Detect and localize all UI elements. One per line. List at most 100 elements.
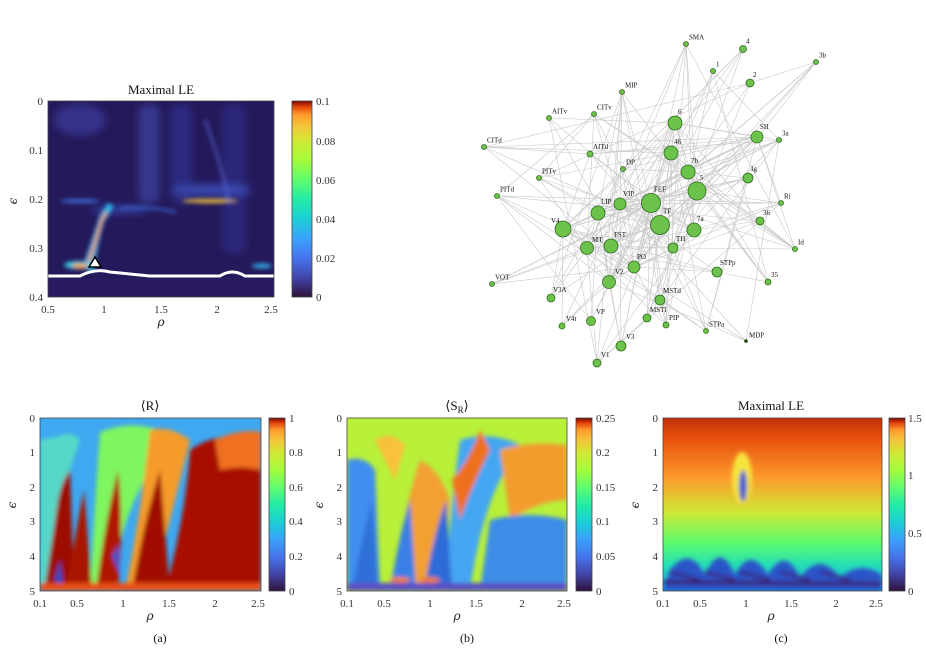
b-xtick: 1: [427, 598, 433, 610]
network-node: [663, 145, 679, 161]
network-edge: [496, 195, 661, 301]
network-edge: [483, 146, 672, 154]
network-edge: [586, 48, 744, 249]
network-node-label: VIP: [623, 190, 634, 198]
c-xtick: 2.5: [869, 598, 883, 610]
b-cbar-tick: 0.15: [596, 482, 616, 494]
b-ytick: 0: [337, 413, 343, 425]
top-ytick: 0.3: [29, 243, 43, 255]
b-xtick: 2.5: [557, 598, 571, 610]
network-edge: [496, 195, 612, 247]
network-edge: [621, 91, 661, 301]
a-ytick: 2: [30, 482, 36, 494]
network-edge: [550, 168, 624, 299]
network-edge: [586, 247, 635, 268]
network-edge: [670, 152, 674, 249]
network-edge: [672, 247, 707, 332]
network-edge: [665, 43, 687, 326]
network-edge: [608, 152, 672, 283]
network-edge: [716, 271, 769, 283]
network-node: [687, 181, 707, 201]
b-cbar-tick: 0.1: [596, 516, 610, 528]
panel-a-title: ⟨R⟩: [141, 398, 160, 413]
network-node-label: 46: [674, 138, 682, 146]
network-node: [711, 266, 723, 278]
network-edge: [561, 228, 564, 327]
top-cbar-tick: 0.04: [316, 214, 336, 226]
network-node-label: MT: [592, 236, 603, 244]
network-edge: [745, 139, 780, 342]
network-node-label: FEF: [654, 186, 666, 194]
network-node: [620, 166, 626, 172]
network-edge: [670, 152, 707, 332]
network-edge: [633, 266, 718, 273]
c-ytick: 0: [653, 413, 659, 425]
b-ytick: 4: [337, 551, 343, 563]
panel-a-yticks: 0 1 2 3 4 5: [30, 413, 36, 598]
network-edge: [589, 136, 758, 155]
b-ytick: 1: [337, 447, 343, 459]
network-edge: [659, 299, 707, 332]
network-edge: [491, 139, 780, 285]
panel-b-xlabel: ρ: [452, 609, 460, 623]
network-node: [667, 242, 679, 254]
network-node: [680, 164, 696, 180]
network-edge: [622, 168, 635, 268]
top-xtick: 1.5: [154, 304, 168, 316]
network-edge: [687, 139, 780, 173]
network-edge: [687, 171, 749, 179]
network-edge: [586, 113, 595, 249]
network-node-label: STPa: [709, 321, 725, 329]
c-ytick: 1: [653, 447, 659, 459]
panel-c-yticks: 0 1 2 3 4 5: [653, 413, 659, 598]
network-edge: [538, 177, 599, 214]
network-node-label: VOT: [495, 274, 510, 282]
network-edge: [687, 82, 751, 173]
network-node: [703, 328, 709, 334]
network-node-label: TH: [676, 235, 685, 243]
panel-c-xticks: 0.1 0.5 1 1.5 2 2.5: [656, 598, 883, 610]
network-node: [592, 358, 602, 368]
top-xtick: 0.5: [41, 304, 55, 316]
network-node-label: 5: [700, 174, 704, 182]
network-node-label: MSTd: [663, 287, 681, 295]
network-node-label: VP: [596, 308, 605, 316]
network-node: [686, 222, 702, 238]
network-edge: [538, 113, 595, 179]
network-node-label: Id: [798, 239, 804, 247]
network-node: [683, 41, 689, 47]
c-ytick: 3: [653, 516, 659, 528]
top-cbar-tick: 0.06: [316, 175, 336, 187]
network-edge: [561, 281, 610, 327]
network-node: [489, 281, 495, 287]
network-edge: [496, 195, 592, 322]
top-cbar-tick: 0: [316, 292, 322, 304]
network-edge: [633, 136, 758, 268]
network-edge: [608, 247, 674, 283]
network-node: [744, 339, 748, 343]
network-edge: [589, 153, 695, 231]
top-xtick: 2.5: [264, 304, 278, 316]
network-edge: [672, 247, 796, 250]
a-cbar-tick: 0.6: [289, 482, 303, 494]
network-edge: [659, 136, 758, 226]
network-edge: [597, 122, 676, 214]
network-node-label: V4t: [566, 315, 577, 323]
network-node-label: SMA: [689, 34, 704, 42]
network-edge: [596, 202, 782, 364]
b-cbar-tick: 0: [596, 586, 602, 598]
network-edge: [610, 177, 749, 247]
network-edge: [756, 136, 782, 204]
network-node-label: V1: [601, 351, 610, 359]
network-edge: [685, 43, 796, 250]
b-xtick: 0.5: [377, 598, 391, 610]
network-edge: [550, 228, 564, 299]
a-cbar-tick: 1: [289, 413, 295, 425]
network-node-label: AITv: [552, 108, 568, 116]
network-node: [586, 316, 596, 326]
network-node: [586, 150, 594, 158]
network-edge: [693, 202, 782, 231]
panel-c-xlabel: ρ: [766, 609, 774, 623]
network-edge: [496, 113, 595, 197]
network-edge: [665, 152, 672, 326]
